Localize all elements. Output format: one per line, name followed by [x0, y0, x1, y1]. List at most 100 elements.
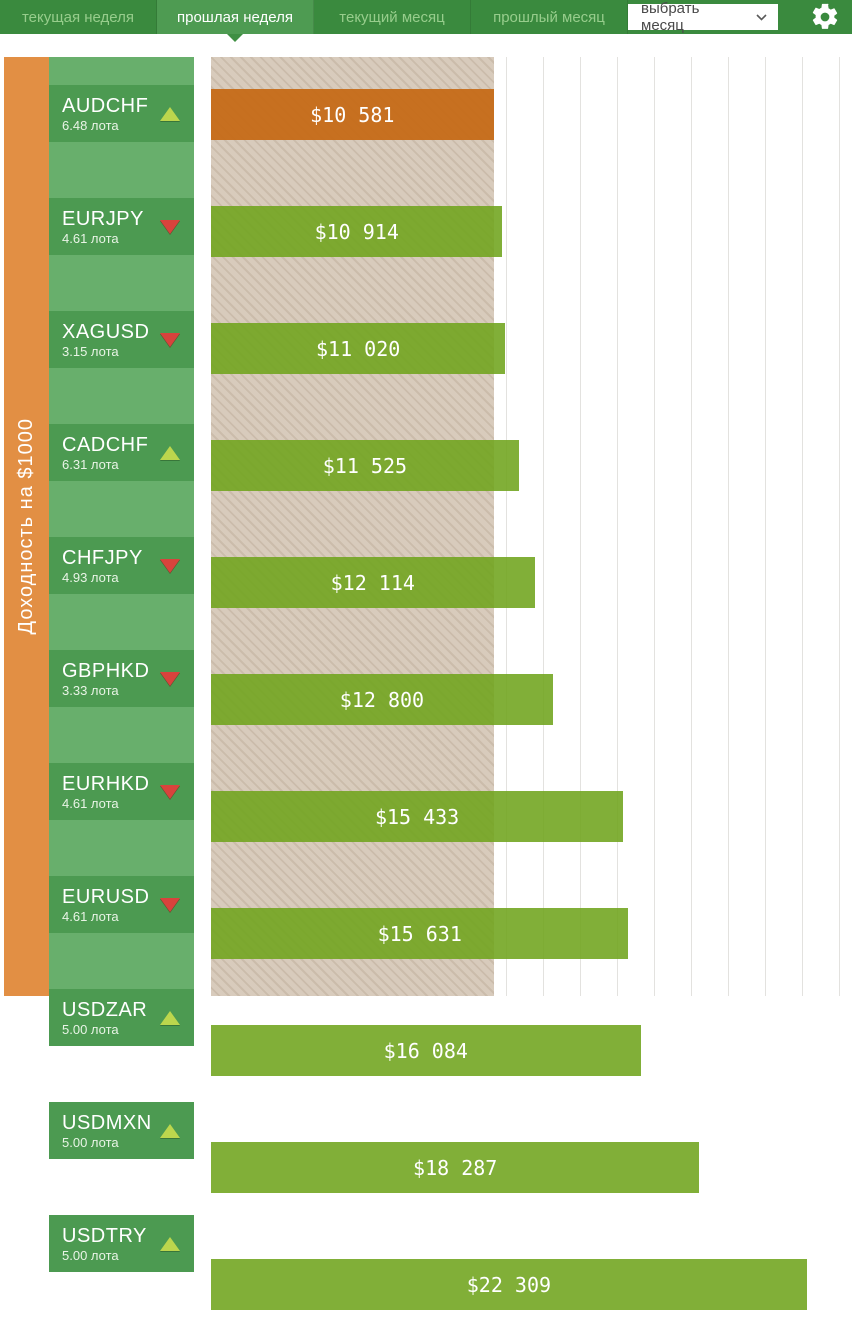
- tab-current-week[interactable]: текущая неделя: [0, 0, 157, 34]
- bar-value-label: $15 631: [377, 921, 462, 946]
- trend-down-icon: [160, 784, 180, 799]
- pair-row: EURJPY 4.61 лота: [49, 198, 194, 283]
- pair-info: USDZAR 5.00 лота: [62, 1000, 147, 1036]
- pair-label-block[interactable]: USDMXN 5.00 лота: [49, 1102, 194, 1159]
- bar-value-label: $12 800: [339, 687, 425, 712]
- pair-name: EURJPY: [62, 207, 144, 230]
- pair-name: XAGUSD: [62, 320, 150, 343]
- tab-last-month[interactable]: прошлый месяц: [471, 0, 628, 34]
- bar[interactable]: $15 433: [211, 791, 624, 842]
- pair-label-block[interactable]: CHFJPY 4.93 лота: [49, 537, 194, 594]
- pair-label-block[interactable]: XAGUSD 3.15 лота: [49, 311, 194, 368]
- bar-value-label: $10 581: [310, 102, 395, 127]
- bar-row: $12 800: [211, 674, 852, 759]
- axis-title-bar: Доходность на $1000: [4, 57, 49, 996]
- trend-up-icon: [160, 445, 180, 460]
- trend-down-icon: [160, 558, 180, 573]
- bar[interactable]: $10 914: [211, 206, 503, 257]
- pair-lots: 5.00 лота: [62, 1134, 119, 1150]
- gear-icon[interactable]: [810, 2, 840, 32]
- bars-area: $10 581 $10 914 $11 020 $11 525 $12 114 …: [211, 89, 852, 1344]
- pair-row: EURHKD 4.61 лота: [49, 763, 194, 848]
- bar[interactable]: $11 020: [211, 323, 506, 374]
- tab-current-month[interactable]: текущий месяц: [314, 0, 471, 34]
- pair-lots: 3.33 лота: [62, 682, 119, 698]
- bar[interactable]: $11 525: [211, 440, 519, 491]
- header-right: выбрать месяц: [628, 0, 852, 34]
- main-content: Доходность на $1000 AUDCHF 6.48 лота EUR…: [0, 57, 852, 1310]
- pair-label-block[interactable]: AUDCHF 6.48 лота: [49, 85, 194, 142]
- bar-row: $12 114: [211, 557, 852, 642]
- pair-info: USDMXN 5.00 лота: [62, 1113, 152, 1149]
- pair-info: AUDCHF 6.48 лота: [62, 96, 148, 132]
- pair-label-block[interactable]: USDTRY 5.00 лота: [49, 1215, 194, 1272]
- bar[interactable]: $18 287: [211, 1142, 700, 1193]
- pair-lots: 6.48 лота: [62, 117, 119, 133]
- trend-down-icon: [160, 897, 180, 912]
- profit-bar-chart: $10 581 $10 914 $11 020 $11 525 $12 114 …: [211, 57, 852, 1310]
- bar[interactable]: $12 114: [211, 557, 535, 608]
- pair-name: CHFJPY: [62, 546, 143, 569]
- bar-value-label: $10 914: [314, 219, 399, 244]
- trend-up-icon: [160, 1010, 180, 1025]
- pair-name: USDZAR: [62, 998, 148, 1021]
- bar-row: $11 020: [211, 323, 852, 408]
- pair-lots: 6.31 лота: [62, 456, 119, 472]
- bar-row: $11 525: [211, 440, 852, 525]
- bar-value-label: $15 433: [374, 804, 460, 829]
- pair-row: USDZAR 5.00 лота: [49, 989, 194, 1074]
- pair-label-block[interactable]: CADCHF 6.31 лота: [49, 424, 194, 481]
- pair-lots: 4.61 лота: [62, 795, 119, 811]
- pair-name: AUDCHF: [62, 94, 149, 117]
- axis-title: Доходность на $1000: [15, 418, 37, 635]
- bar-row: $10 581: [211, 89, 852, 174]
- bar-row: $15 433: [211, 791, 852, 876]
- pair-label-block[interactable]: EURHKD 4.61 лота: [49, 763, 194, 820]
- pair-lots: 5.00 лота: [62, 1021, 119, 1037]
- trend-up-icon: [160, 106, 180, 121]
- pair-info: GBPHKD 3.33 лота: [62, 661, 149, 697]
- pair-row: XAGUSD 3.15 лота: [49, 311, 194, 396]
- pair-lots: 4.61 лота: [62, 908, 119, 924]
- pair-name: USDTRY: [62, 1224, 147, 1247]
- pair-row: GBPHKD 3.33 лота: [49, 650, 194, 735]
- pair-info: XAGUSD 3.15 лота: [62, 322, 149, 358]
- pair-label-block[interactable]: EURJPY 4.61 лота: [49, 198, 194, 255]
- pair-name: EURUSD: [62, 885, 150, 908]
- pair-info: EURHKD 4.61 лота: [62, 774, 149, 810]
- pair-label-block[interactable]: USDZAR 5.00 лота: [49, 989, 194, 1046]
- pair-lots: 4.61 лота: [62, 230, 119, 246]
- bar[interactable]: $15 631: [211, 908, 629, 959]
- trend-up-icon: [160, 1123, 180, 1138]
- pair-row: CADCHF 6.31 лота: [49, 424, 194, 509]
- bar[interactable]: $16 084: [211, 1025, 641, 1076]
- pair-info: USDTRY 5.00 лота: [62, 1226, 147, 1262]
- trend-up-icon: [160, 1236, 180, 1251]
- bar[interactable]: $10 581: [211, 89, 494, 140]
- pair-info: EURJPY 4.61 лота: [62, 209, 144, 245]
- pair-name: EURHKD: [62, 772, 150, 795]
- bar-value-label: $11 020: [316, 336, 401, 361]
- pair-lots: 5.00 лота: [62, 1247, 119, 1263]
- bar-row: $15 631: [211, 908, 852, 993]
- bar[interactable]: $12 800: [211, 674, 553, 725]
- bar[interactable]: $22 309: [211, 1259, 807, 1310]
- pairs-column: AUDCHF 6.48 лота EURJPY 4.61 лота XAGUSD…: [49, 57, 194, 1272]
- bar-value-label: $11 525: [322, 453, 408, 478]
- pair-row: USDTRY 5.00 лота: [49, 1215, 194, 1300]
- pair-info: CADCHF 6.31 лота: [62, 435, 148, 471]
- pair-name: USDMXN: [62, 1111, 152, 1134]
- pair-label-block[interactable]: GBPHKD 3.33 лота: [49, 650, 194, 707]
- month-select-label: выбрать месяц: [641, 0, 700, 34]
- pair-label-block[interactable]: EURUSD 4.61 лота: [49, 876, 194, 933]
- chevron-down-icon: [756, 13, 767, 21]
- pair-row: CHFJPY 4.93 лота: [49, 537, 194, 622]
- bar-value-label: $12 114: [330, 570, 415, 595]
- tab-last-week[interactable]: прошлая неделя: [157, 0, 314, 42]
- month-select[interactable]: выбрать месяц: [628, 0, 778, 34]
- pair-name: CADCHF: [62, 433, 149, 456]
- bar-value-label: $22 309: [466, 1272, 552, 1297]
- bar-value-label: $18 287: [413, 1155, 498, 1180]
- period-tabs: текущая неделя прошлая неделя текущий ме…: [0, 0, 628, 42]
- top-nav: текущая неделя прошлая неделя текущий ме…: [0, 0, 852, 42]
